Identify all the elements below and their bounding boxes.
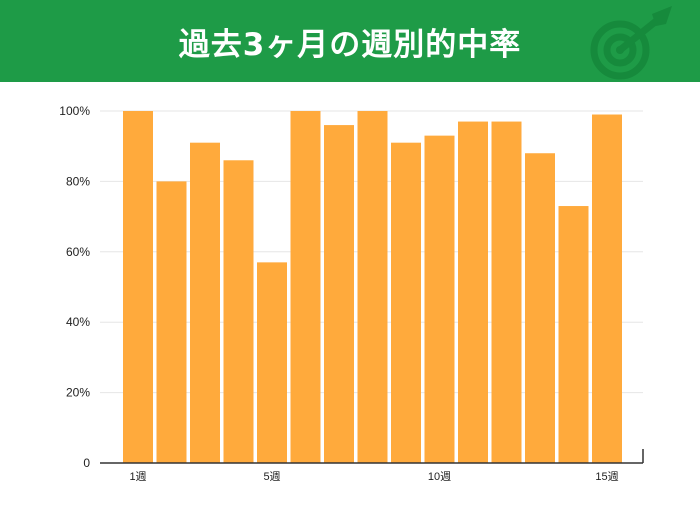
x-tick-label: 10週 [428, 470, 451, 483]
bar [357, 111, 388, 463]
target-arrow-icon [590, 6, 672, 80]
y-tick-label: 40% [66, 315, 90, 329]
bar-chart: 0 20% 40% 60% 80% 100% 1週 5週 10週 15週 [59, 104, 644, 483]
bar [592, 114, 622, 463]
bar [324, 125, 354, 463]
bar [558, 206, 589, 463]
y-tick-label: 80% [66, 174, 90, 188]
y-tick-label: 20% [66, 386, 90, 400]
y-tick-label: 100% [59, 104, 90, 118]
page-title: 過去3ヶ月の週別的中率 [178, 26, 522, 63]
bar [257, 262, 287, 463]
bar [491, 121, 522, 463]
bar [190, 142, 220, 463]
bar [290, 111, 321, 463]
x-tick-label: 15週 [595, 470, 618, 483]
bar [223, 160, 254, 463]
bar [525, 153, 555, 463]
bar [156, 181, 187, 463]
bar [458, 121, 488, 463]
bar [123, 111, 153, 463]
y-tick-label: 0 [83, 456, 90, 470]
y-tick-label: 60% [66, 245, 90, 259]
bar [391, 142, 421, 463]
bar [424, 135, 455, 463]
header-banner [0, 0, 700, 82]
x-tick-label: 5週 [263, 470, 280, 483]
x-tick-label: 1週 [129, 470, 146, 483]
